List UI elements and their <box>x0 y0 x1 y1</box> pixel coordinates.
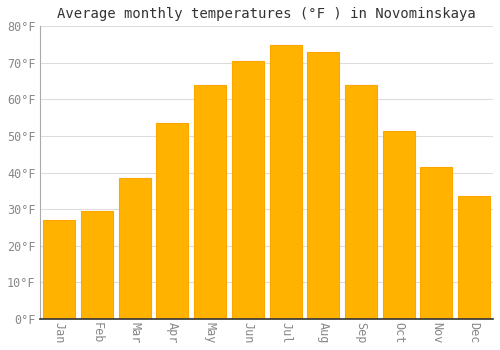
Bar <box>270 44 302 319</box>
Bar <box>194 85 226 319</box>
Bar <box>43 220 75 319</box>
Bar <box>156 123 188 319</box>
Bar <box>345 85 377 319</box>
Bar <box>232 61 264 319</box>
Bar <box>382 131 415 319</box>
Bar <box>118 178 150 319</box>
Bar <box>420 167 452 319</box>
Bar <box>307 52 340 319</box>
Bar <box>458 196 490 319</box>
Title: Average monthly temperatures (°F ) in Novominskaya: Average monthly temperatures (°F ) in No… <box>58 7 476 21</box>
Bar <box>81 211 113 319</box>
